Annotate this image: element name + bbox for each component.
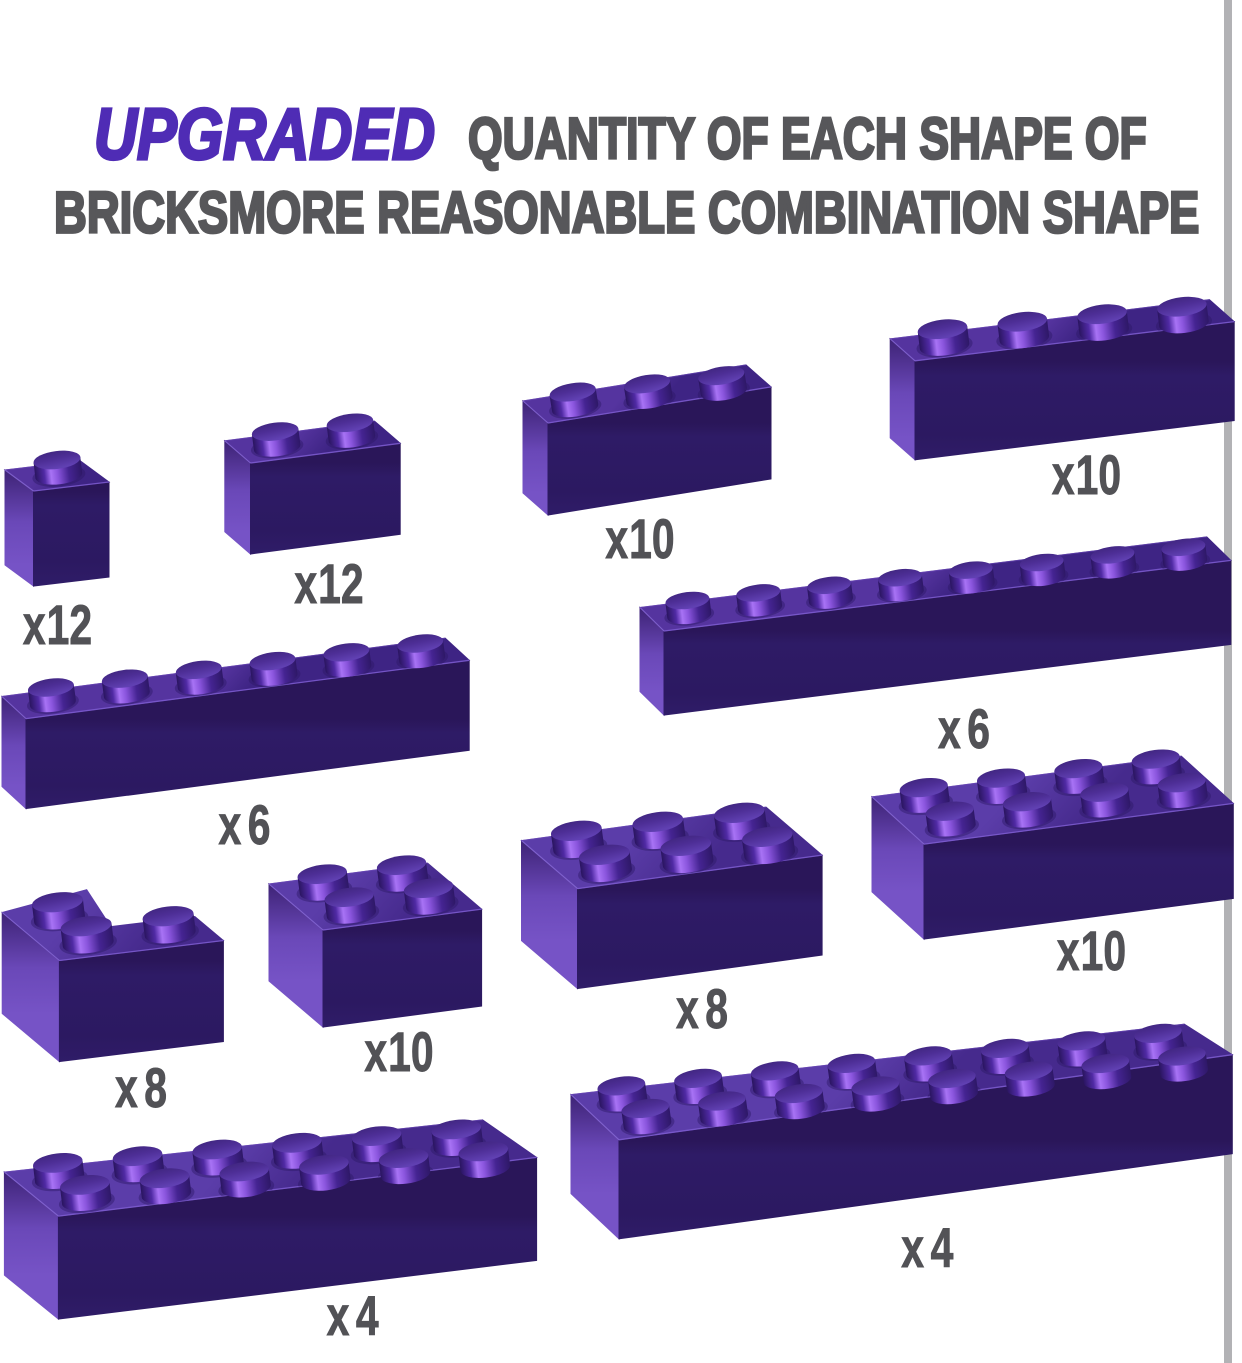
- svg-text:QUANTITY OF EACH SHAPE OF: QUANTITY OF EACH SHAPE OF: [468, 107, 1147, 172]
- svg-text:BRICKSMORE REASONABLE COMBINAT: BRICKSMORE REASONABLE COMBINATION SHAPE: [54, 181, 1199, 246]
- svg-text:x10: x10: [605, 509, 674, 571]
- svg-text:UPGRADED: UPGRADED: [94, 94, 435, 175]
- svg-text:x12: x12: [294, 554, 363, 616]
- svg-text:x10: x10: [1052, 445, 1121, 507]
- svg-text:x10: x10: [1057, 921, 1126, 983]
- svg-text:x12: x12: [23, 595, 92, 657]
- svg-text:x10: x10: [364, 1022, 433, 1084]
